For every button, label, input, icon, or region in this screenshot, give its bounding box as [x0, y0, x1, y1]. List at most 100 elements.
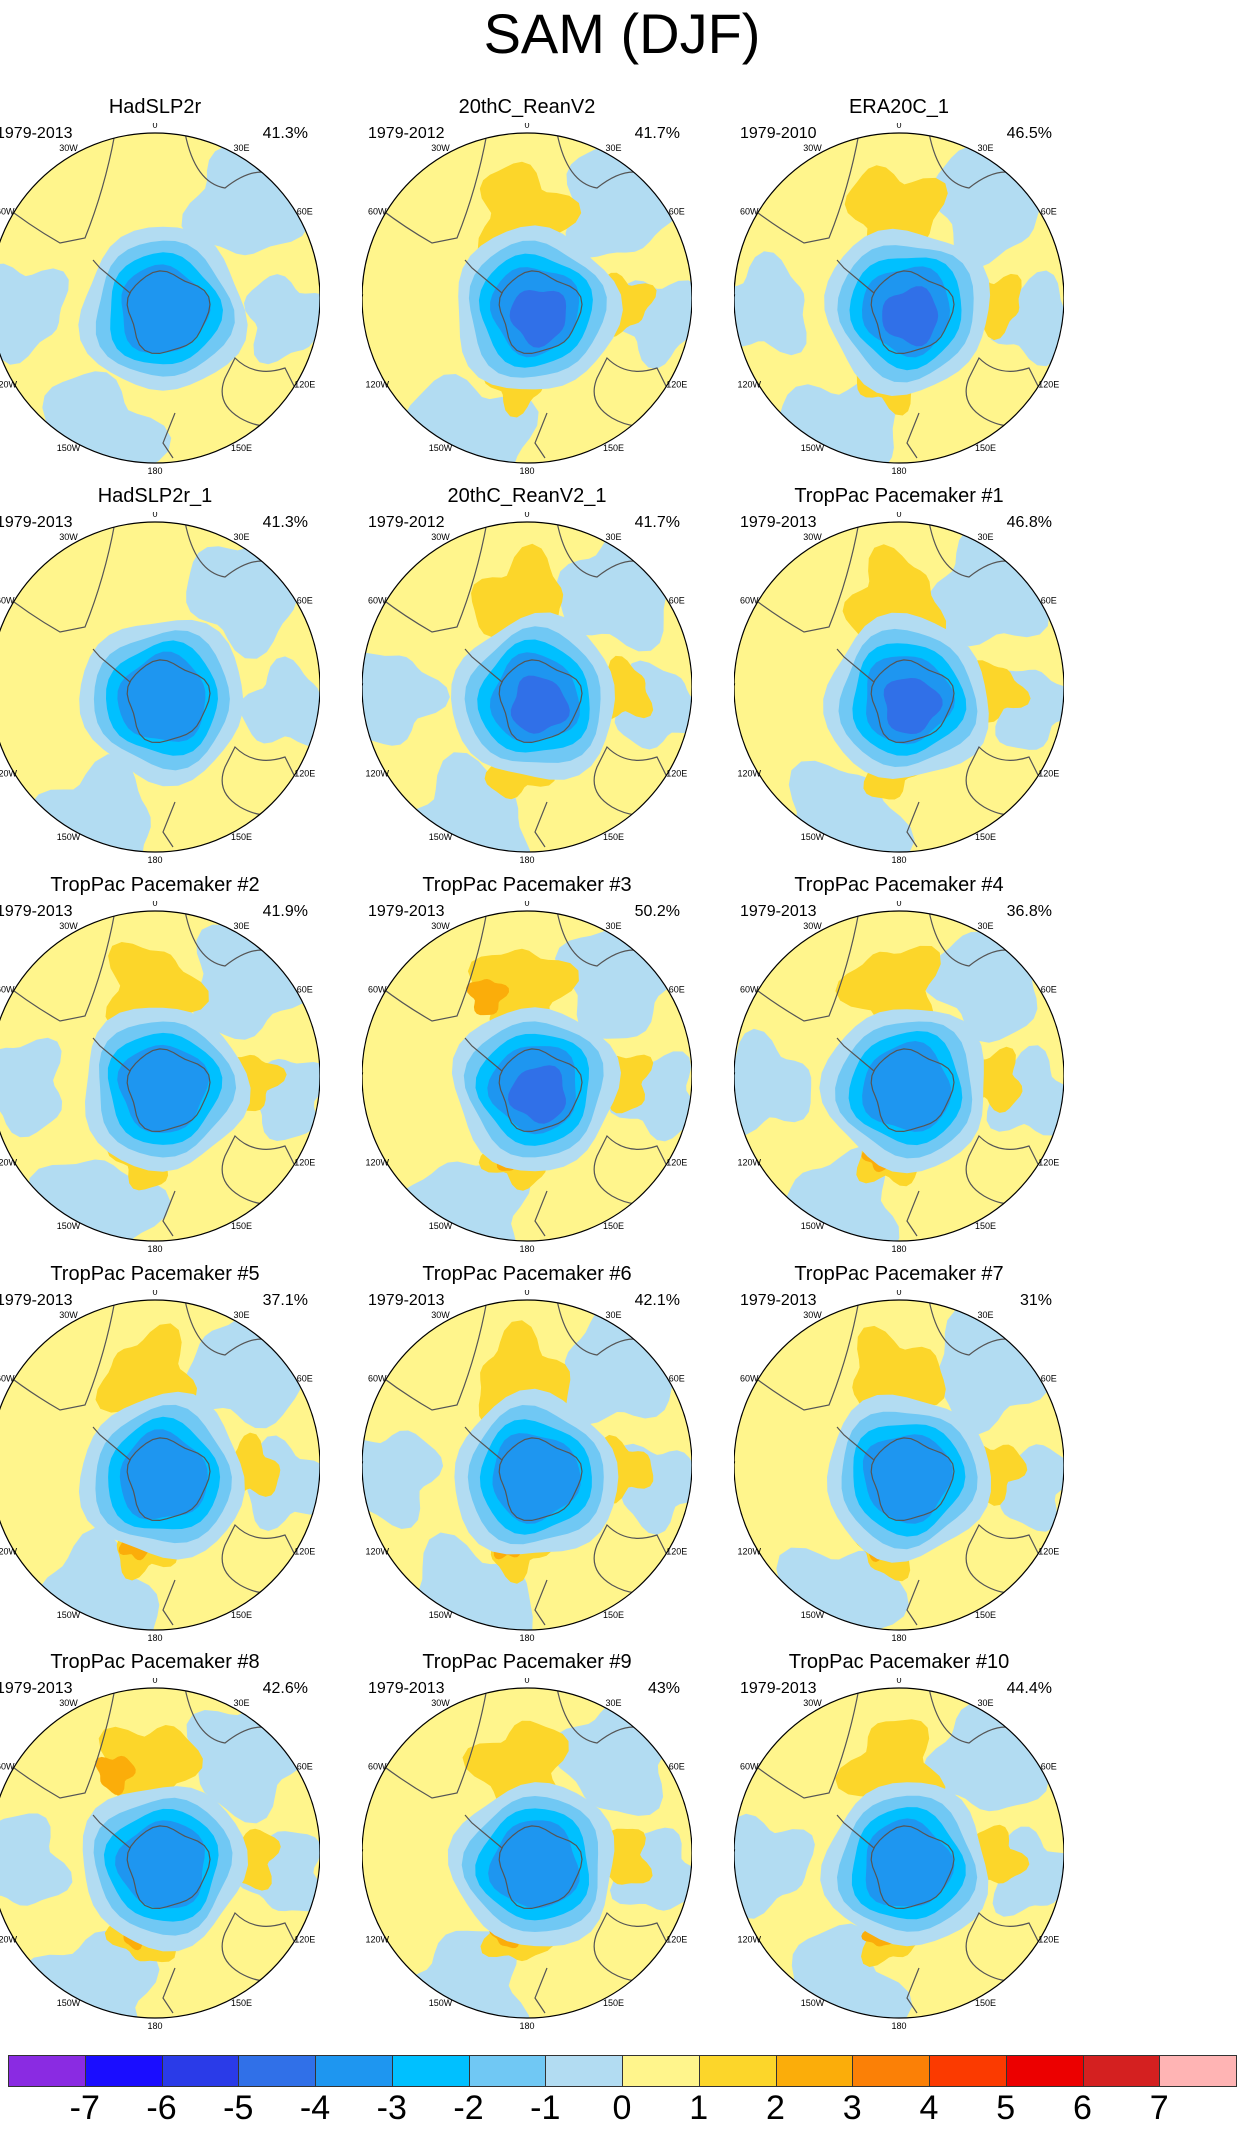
polar-map: 030E60E90E120E150E180150W120W90W60W30W [362, 1290, 692, 1642]
longitude-label: 180 [147, 1244, 162, 1253]
map-boundary [0, 910, 320, 1242]
antarctica-coastline [126, 1437, 211, 1522]
panel-explained-variance: 37.1% [262, 1292, 308, 1309]
panel-period: 1979-2012 [368, 514, 445, 531]
longitude-label: 120W [0, 1547, 17, 1557]
anomaly-patch [0, 263, 69, 365]
polar-map: 030E60E90E120E150E180150W120W90W60W30W [362, 512, 692, 864]
colorbar-box [929, 2055, 1007, 2087]
longitude-label: 30E [605, 532, 621, 542]
colorbar-box [775, 2055, 854, 2087]
polar-map: 030E60E90E120E150E180150W120W90W60W30W [0, 123, 320, 475]
anomaly-patch [991, 1826, 1064, 1917]
anomaly-contour [115, 1820, 205, 1909]
africa-coastline [184, 911, 271, 967]
polar-map: 030E60E90E120E150E180150W120W90W60W30W [0, 1290, 320, 1642]
panel-title: 20thC_ReanV2 [458, 96, 596, 118]
colorbar-tick-label: -1 [530, 2089, 561, 2127]
colorbar-tick-label: -2 [453, 2089, 484, 2127]
colorbar-box [852, 2055, 930, 2087]
longitude-label: 60W [0, 596, 15, 606]
panel-title: TropPac Pacemaker #2 [50, 874, 260, 896]
longitude-label: 120W [365, 1158, 389, 1168]
new-zealand-coastline [162, 1190, 176, 1237]
longitude-label: 120W [365, 1935, 389, 1945]
longitude-label: 180 [519, 2021, 534, 2030]
africa-coastline [556, 1688, 643, 1744]
africa-coastline [556, 133, 643, 189]
map-panel: TropPac Pacemaker #10 1979-2013 44.4% 0 30E 6… [734, 1650, 1064, 2030]
longitude-label: 120W [0, 769, 17, 779]
south-america-coastline [0, 1688, 116, 1799]
panel-explained-variance: 42.6% [262, 1680, 308, 1697]
africa-coastline [556, 522, 643, 578]
panel-period: 1979-2013 [740, 514, 817, 531]
colorbar-box [545, 2055, 623, 2087]
longitude-label: 180 [891, 1244, 906, 1253]
anomaly-contour [119, 1429, 208, 1520]
longitude-label: 30W [431, 1310, 450, 1320]
longitude-label: 120E [666, 380, 687, 390]
anomaly-patch [466, 979, 509, 1016]
longitude-label: 60E [669, 596, 685, 606]
anomaly-patch [244, 274, 320, 365]
new-zealand-coastline [906, 1190, 920, 1237]
longitude-label: 0 [524, 512, 529, 519]
antarctica-coastline [126, 1825, 211, 1910]
antarctica-coastline [126, 270, 211, 355]
map-boundary [734, 910, 1064, 1242]
longitude-label: 30W [59, 532, 78, 542]
colorbar-box [468, 2055, 547, 2087]
south-america-coastline [738, 1300, 860, 1411]
panel-title: TropPac Pacemaker #4 [794, 874, 1004, 896]
colorbar-box [622, 2055, 700, 2087]
colorbar-tick-label: -6 [146, 2089, 177, 2127]
longitude-label: 180 [147, 1633, 162, 1642]
anomaly-contour [117, 1044, 210, 1133]
polar-map: 030E60E90E120E150E180150W120W90W60W30W [362, 123, 692, 475]
anomaly-patch [362, 652, 450, 746]
longitude-label: 120W [0, 1935, 17, 1945]
longitude-label: 120E [294, 1935, 315, 1945]
longitude-label: 120E [666, 1547, 687, 1557]
longitude-label: 120E [1038, 1935, 1059, 1945]
longitude-label: 150E [975, 832, 996, 842]
longitude-label: 180 [891, 855, 906, 864]
longitude-label: 30W [803, 921, 822, 931]
longitude-label: 30E [977, 1698, 993, 1708]
longitude-label: 60W [0, 207, 15, 217]
longitude-label: 30W [803, 1310, 822, 1320]
africa-coastline [184, 522, 271, 578]
panel-explained-variance: 46.5% [1006, 125, 1052, 142]
peninsula-coastline [92, 1814, 131, 1849]
longitude-label: 120W [737, 769, 761, 779]
longitude-label: 60E [1041, 1374, 1057, 1384]
longitude-label: 150W [57, 1998, 81, 2008]
longitude-label: 180 [891, 466, 906, 475]
longitude-label: 120W [365, 1547, 389, 1557]
longitude-label: 180 [891, 2021, 906, 2030]
longitude-label: 150E [231, 443, 252, 453]
map-panel: HadSLP2r1979-201341.3%030E60E90E120E150E… [0, 95, 320, 475]
south-america-coastline [366, 1300, 488, 1411]
peninsula-coastline [836, 259, 875, 294]
south-america-coastline [0, 1300, 116, 1411]
south-america-coastline [366, 1688, 488, 1799]
longitude-label: 150E [603, 1221, 624, 1231]
panel-period: 1979-2013 [0, 903, 73, 920]
peninsula-coastline [92, 1426, 131, 1461]
new-zealand-coastline [162, 1967, 176, 2014]
anomaly-contour [509, 290, 567, 348]
longitude-label: 180 [147, 855, 162, 864]
new-zealand-coastline [534, 412, 548, 459]
south-america-coastline [366, 522, 488, 633]
new-zealand-coastline [534, 1579, 548, 1626]
longitude-label: 150W [429, 1221, 453, 1231]
new-zealand-coastline [906, 1579, 920, 1626]
new-zealand-coastline [534, 1190, 548, 1237]
panel-period: 1979-2013 [0, 1680, 73, 1697]
polar-map: 030E60E90E120E150E180150W120W90W60W30W [734, 901, 1064, 1253]
longitude-label: 60E [297, 207, 313, 217]
anomaly-patch [33, 371, 172, 463]
panel-title: 20thC_ReanV2_1 [447, 485, 607, 507]
